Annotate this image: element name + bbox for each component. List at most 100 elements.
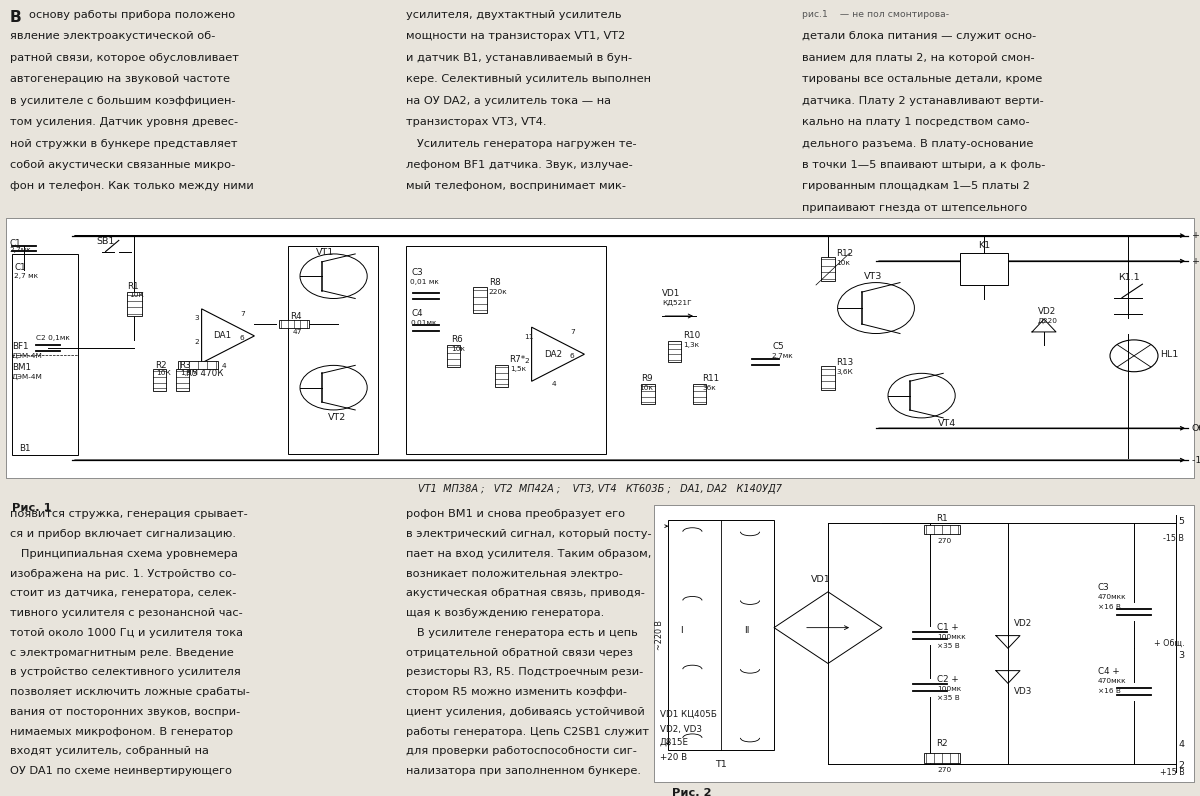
- Text: стоит из датчика, генератора, селек-: стоит из датчика, генератора, селек-: [10, 588, 236, 599]
- Bar: [12, 254, 78, 455]
- Text: вания от посторонних звуков, воспри-: вания от посторонних звуков, воспри-: [10, 707, 240, 717]
- Text: ной стружки в бункере представляет: ной стружки в бункере представляет: [10, 139, 238, 149]
- Text: в точки 1—5 впаивают штыри, а к фоль-: в точки 1—5 впаивают штыри, а к фоль-: [802, 160, 1045, 170]
- Text: дельного разъема. В плату-основание: дельного разъема. В плату-основание: [802, 139, 1033, 149]
- Bar: [406, 246, 606, 454]
- Text: 2: 2: [194, 339, 199, 345]
- Text: 2: 2: [1178, 761, 1184, 771]
- Bar: [654, 505, 1194, 782]
- Text: датчика. Плату 2 устанавливают верти-: датчика. Плату 2 устанавливают верти-: [802, 96, 1043, 106]
- Text: 4: 4: [222, 363, 227, 369]
- Text: -15 В: -15 В: [1164, 534, 1184, 544]
- Text: R5 470К: R5 470К: [186, 369, 223, 378]
- Text: Рис. 2: Рис. 2: [672, 788, 712, 796]
- Text: +15 В: +15 В: [1159, 767, 1184, 777]
- Text: R1: R1: [936, 513, 948, 523]
- Text: и датчик В1, устанавливаемый в бун-: и датчик В1, устанавливаемый в бун-: [406, 53, 631, 63]
- Text: кере. Селективный усилитель выполнен: кере. Селективный усилитель выполнен: [406, 74, 650, 84]
- Text: акустическая обратная связь, приводя-: акустическая обратная связь, приводя-: [406, 588, 644, 599]
- Text: R2: R2: [155, 361, 167, 370]
- Text: DA2: DA2: [544, 349, 563, 359]
- Text: 470мкк: 470мкк: [1098, 678, 1127, 684]
- Text: R4: R4: [290, 311, 302, 321]
- Text: ×35 В: ×35 В: [937, 643, 960, 649]
- Bar: [642, 384, 655, 404]
- Text: 1,5к: 1,5к: [510, 366, 526, 373]
- Text: фон и телефон. Как только между ними: фон и телефон. Как только между ними: [10, 181, 253, 192]
- Text: В: В: [10, 10, 22, 25]
- Bar: [473, 287, 487, 313]
- Text: 10К: 10К: [156, 370, 170, 377]
- Bar: [446, 345, 461, 367]
- Text: VD3: VD3: [1014, 687, 1032, 696]
- Text: В1: В1: [19, 444, 31, 454]
- Bar: [278, 320, 310, 328]
- Text: 2,7мк: 2,7мк: [772, 353, 793, 359]
- Text: 2,7 мк: 2,7 мк: [14, 273, 38, 279]
- Text: ДЭМ-4М: ДЭМ-4М: [12, 353, 43, 359]
- Bar: [496, 365, 509, 387]
- Text: 0,01мк: 0,01мк: [410, 320, 437, 326]
- Bar: [924, 525, 960, 534]
- Bar: [178, 361, 218, 369]
- Text: VD1: VD1: [811, 576, 830, 584]
- Text: в устройство селективного усилителя: в устройство селективного усилителя: [10, 667, 240, 677]
- Text: R13: R13: [836, 357, 853, 367]
- Text: 270: 270: [937, 767, 952, 773]
- Text: BM1: BM1: [12, 363, 31, 372]
- Text: C4: C4: [412, 309, 424, 318]
- Text: C3: C3: [412, 267, 424, 277]
- Text: работы генератора. Цепь C2SB1 служит: работы генератора. Цепь C2SB1 служит: [406, 727, 649, 736]
- Text: стором R5 можно изменить коэффи-: стором R5 можно изменить коэффи-: [406, 687, 626, 697]
- Text: 10к: 10к: [451, 346, 466, 353]
- Text: 220к: 220к: [488, 289, 508, 295]
- Text: 5: 5: [1178, 517, 1184, 526]
- Text: возникает положительная электро-: возникает положительная электро-: [406, 568, 623, 579]
- Text: резисторы R3, R5. Подстроечным рези-: резисторы R3, R5. Подстроечным рези-: [406, 667, 643, 677]
- Text: T1: T1: [715, 759, 727, 769]
- Text: C1: C1: [14, 263, 26, 272]
- Text: R9: R9: [641, 373, 653, 383]
- Bar: [668, 341, 682, 362]
- Text: 1,3к: 1,3к: [683, 342, 698, 349]
- Text: VT3: VT3: [864, 271, 882, 281]
- Text: 0,01 мк: 0,01 мк: [410, 279, 439, 285]
- Text: транзисторах VT3, VT4.: транзисторах VT3, VT4.: [406, 117, 546, 127]
- Text: Рис. 1: Рис. 1: [12, 503, 52, 513]
- Bar: [694, 384, 706, 404]
- Text: -15 В: -15 В: [1192, 455, 1200, 465]
- Text: 100мкк: 100мкк: [937, 634, 966, 640]
- Text: появится стружка, генерация срывает-: появится стружка, генерация срывает-: [10, 509, 247, 520]
- Text: Д220: Д220: [1038, 318, 1058, 324]
- Text: лефоном BF1 датчика. Звук, излучае-: лефоном BF1 датчика. Звук, излучае-: [406, 160, 632, 170]
- Text: C3: C3: [1098, 583, 1110, 592]
- Text: рис.1    — не пол смонтирова-: рис.1 — не пол смонтирова-: [802, 10, 949, 18]
- Text: 4: 4: [1178, 739, 1184, 749]
- Text: тивного усилителя с резонансной час-: тивного усилителя с резонансной час-: [10, 608, 242, 618]
- Text: ×16 В: ×16 В: [1098, 604, 1121, 610]
- Text: C4 +: C4 +: [1098, 667, 1120, 676]
- Text: SB1: SB1: [96, 237, 114, 247]
- Text: 270: 270: [937, 538, 952, 544]
- Text: +20 В: +20 В: [660, 753, 688, 763]
- Text: VT4: VT4: [938, 419, 956, 428]
- Text: +20 В: +20 В: [1192, 256, 1200, 266]
- Text: BF1: BF1: [12, 342, 29, 351]
- Text: 100мк: 100мк: [937, 686, 961, 692]
- Text: HL1: HL1: [1160, 349, 1178, 359]
- Text: нализатора при заполненном бункере.: нализатора при заполненном бункере.: [406, 766, 641, 776]
- Text: мощности на транзисторах VT1, VT2: мощности на транзисторах VT1, VT2: [406, 31, 625, 41]
- Text: 10К: 10К: [130, 291, 144, 298]
- Text: том усиления. Датчик уровня древес-: том усиления. Датчик уровня древес-: [10, 117, 238, 127]
- Text: C1 +: C1 +: [937, 623, 959, 632]
- Text: мый телефоном, воспринимает мик-: мый телефоном, воспринимает мик-: [406, 181, 625, 192]
- Text: ОУ DA1 по схеме неинвертирующего: ОУ DA1 по схеме неинвертирующего: [10, 766, 232, 776]
- Text: R3: R3: [179, 361, 191, 370]
- Text: К1.1: К1.1: [1118, 273, 1140, 283]
- Text: автогенерацию на звуковой частоте: автогенерацию на звуковой частоте: [10, 74, 229, 84]
- Text: пает на вход усилителя. Таким образом,: пает на вход усилителя. Таким образом,: [406, 549, 650, 559]
- Text: детали блока питания — служит осно-: детали блока питания — служит осно-: [802, 31, 1036, 41]
- Text: нимаемых микрофоном. В генератор: нимаемых микрофоном. В генератор: [10, 727, 233, 736]
- Text: припаивают гнезда от штепсельного: припаивают гнезда от штепсельного: [802, 203, 1027, 213]
- Text: тотой около 1000 Гц и усилителя тока: тотой около 1000 Гц и усилителя тока: [10, 628, 242, 638]
